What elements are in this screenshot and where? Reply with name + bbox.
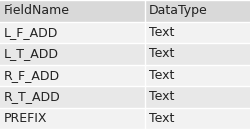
Text: Text: Text — [149, 47, 174, 60]
Text: Text: Text — [149, 26, 174, 39]
Bar — [0, 86, 145, 107]
Bar — [0, 64, 145, 86]
Bar — [145, 107, 250, 129]
Bar — [145, 0, 250, 22]
Text: DataType: DataType — [149, 4, 208, 17]
Text: Text: Text — [149, 69, 174, 82]
Bar — [145, 86, 250, 107]
Bar — [0, 107, 145, 129]
Bar — [145, 64, 250, 86]
Text: Text: Text — [149, 90, 174, 103]
Text: L_T_ADD: L_T_ADD — [4, 47, 59, 60]
Text: R_T_ADD: R_T_ADD — [4, 90, 60, 103]
Text: L_F_ADD: L_F_ADD — [4, 26, 58, 39]
Bar — [0, 0, 145, 22]
Text: PREFIX: PREFIX — [4, 112, 47, 125]
Bar — [0, 43, 145, 64]
Bar — [0, 22, 145, 43]
Bar — [145, 43, 250, 64]
Text: FieldName: FieldName — [4, 4, 70, 17]
Text: R_F_ADD: R_F_ADD — [4, 69, 60, 82]
Text: Text: Text — [149, 112, 174, 125]
Bar — [145, 22, 250, 43]
